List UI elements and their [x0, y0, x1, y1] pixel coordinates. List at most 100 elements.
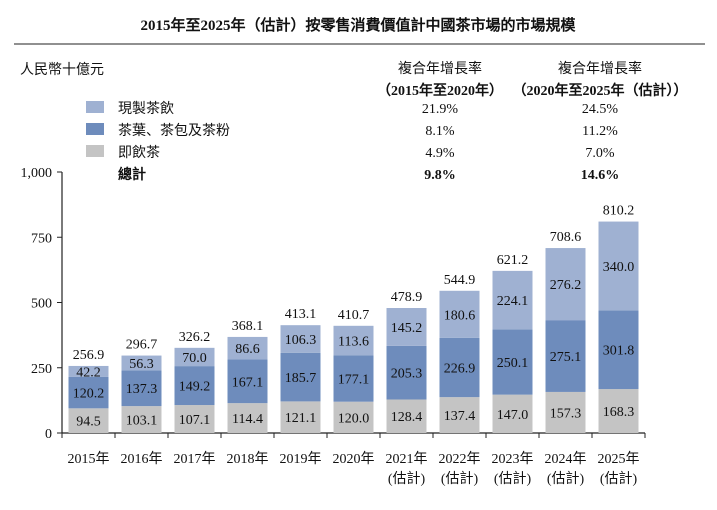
legend-swatch [86, 101, 104, 113]
bar-value-label: 42.2 [76, 365, 101, 380]
cagr-header-1-line1: 複合年增長率 [398, 60, 482, 77]
bar-segment [280, 401, 321, 433]
bar-segment [333, 401, 374, 433]
bar-segment [492, 270, 533, 330]
bar-value-label: 177.1 [338, 373, 370, 388]
legend-label: 茶葉、茶包及茶粉 [118, 123, 230, 139]
x-tick-sublabel: (估計) [600, 471, 638, 487]
legend-swatch [86, 145, 104, 157]
bar-segment [68, 365, 109, 377]
bar-value-label: 107.1 [179, 413, 211, 428]
x-tick-sublabel: (估計) [388, 471, 426, 487]
bar-total-label: 478.9 [391, 290, 423, 305]
x-tick-label: 2017年 [174, 451, 216, 467]
cagr-value-2020-2025: 14.6% [581, 168, 620, 183]
bar-value-label: 103.1 [126, 414, 158, 429]
x-tick-label: 2016年 [121, 451, 163, 467]
bar-value-label: 185.7 [285, 371, 317, 386]
bar-segment [598, 310, 639, 390]
bar-total-label: 368.1 [232, 319, 264, 334]
x-tick-label: 2019年 [280, 451, 322, 467]
bar-segment [545, 320, 586, 392]
bar-segment [545, 391, 586, 433]
bar-value-label: 113.6 [338, 335, 369, 350]
bar-value-label: 106.3 [285, 333, 317, 348]
bar-segment [174, 405, 215, 433]
bar-segment [174, 347, 215, 367]
bar-total-label: 326.2 [179, 330, 211, 345]
bar-value-label: 147.0 [497, 408, 529, 423]
x-tick-sublabel: (估計) [547, 471, 585, 487]
bar-segment [386, 399, 427, 433]
bar-value-label: 226.9 [444, 362, 476, 377]
x-tick-sublabel: (估計) [494, 471, 532, 487]
bar-segment [492, 394, 533, 433]
bar-segment [227, 336, 268, 360]
x-tick-label: 2025年 [598, 451, 640, 467]
bar-segment [227, 359, 268, 404]
bar-total-label: 621.2 [497, 253, 529, 268]
bar-value-label: 149.2 [179, 380, 211, 395]
bar-value-label: 276.2 [550, 278, 582, 293]
bar-value-label: 120.0 [338, 411, 370, 426]
legend-label: 即飲茶 [118, 145, 160, 161]
bar-value-label: 224.1 [497, 294, 529, 309]
cagr-header-1-line2: （2015年至2020年） [377, 82, 503, 99]
bar-segment [439, 397, 480, 433]
x-tick-sublabel: (估計) [441, 471, 479, 487]
x-tick-label: 2020年 [333, 451, 375, 467]
bar-value-label: 180.6 [444, 308, 476, 323]
cagr-value-2015-2020: 4.9% [425, 146, 455, 161]
bar-value-label: 340.0 [603, 260, 635, 275]
bar-total-label: 544.9 [444, 273, 476, 288]
y-axis-label: 人民幣十億元 [20, 62, 104, 78]
bar-value-label: 70.0 [182, 351, 207, 366]
bar-segment [598, 389, 639, 433]
bar-value-label: 137.3 [126, 382, 158, 397]
cagr-value-2020-2025: 7.0% [585, 146, 615, 161]
bar-value-label: 168.3 [603, 405, 635, 420]
cagr-header-2-line2: （2020年至2025年（估計）） [513, 82, 688, 99]
bar-value-label: 94.5 [76, 415, 101, 430]
bar-value-label: 301.8 [603, 344, 635, 359]
cagr-header-2-line1: 複合年增長率 [558, 60, 642, 77]
y-tick-label: 0 [45, 427, 52, 442]
chart-title: 2015年至2025年（估計）按零售消費價值計中國茶市場的市場規模 [140, 16, 576, 34]
cagr-table: 複合年增長率 （2015年至2020年） 複合年增長率 （2020年至2025年（估計… [86, 60, 688, 183]
bar-value-label: 205.3 [391, 367, 423, 382]
x-tick-label: 2023年 [492, 451, 534, 467]
bar-segment [68, 408, 109, 433]
bar-segment [598, 221, 639, 311]
x-tick-label: 2021年 [386, 451, 428, 467]
y-tick-label: 250 [31, 362, 52, 377]
bar-segment [121, 406, 162, 433]
bar-segment [439, 290, 480, 338]
legend-label: 現製茶飲 [118, 101, 174, 117]
cagr-value-2015-2020: 21.9% [422, 102, 459, 117]
x-tick-label: 2018年 [227, 451, 269, 467]
y-tick-label: 750 [31, 231, 52, 246]
y-tick-label: 500 [31, 297, 52, 312]
bar-segment [174, 366, 215, 406]
bar-segment [545, 248, 586, 321]
bar-segment [333, 325, 374, 356]
bar-value-label: 145.2 [391, 321, 423, 336]
bar-value-label: 120.2 [73, 387, 105, 402]
bar-total-label: 413.1 [285, 307, 317, 322]
y-tick-label: 1,000 [21, 166, 53, 181]
bar-value-label: 56.3 [129, 357, 154, 372]
bar-value-label: 250.1 [497, 356, 529, 371]
bar-segment [121, 370, 162, 407]
x-tick-label: 2015年 [68, 451, 110, 467]
bar-total-label: 410.7 [338, 308, 370, 323]
bar-segment [227, 403, 268, 433]
bar-segment [121, 355, 162, 371]
bar-segment [280, 325, 321, 353]
bar-total-label: 708.6 [550, 230, 582, 245]
x-tick-label: 2022年 [439, 451, 481, 467]
bar-value-label: 157.3 [550, 406, 582, 421]
x-tick-label: 2024年 [545, 451, 587, 467]
bar-value-label: 114.4 [232, 412, 263, 427]
bar-segment [439, 337, 480, 398]
bar-value-label: 275.1 [550, 350, 582, 365]
